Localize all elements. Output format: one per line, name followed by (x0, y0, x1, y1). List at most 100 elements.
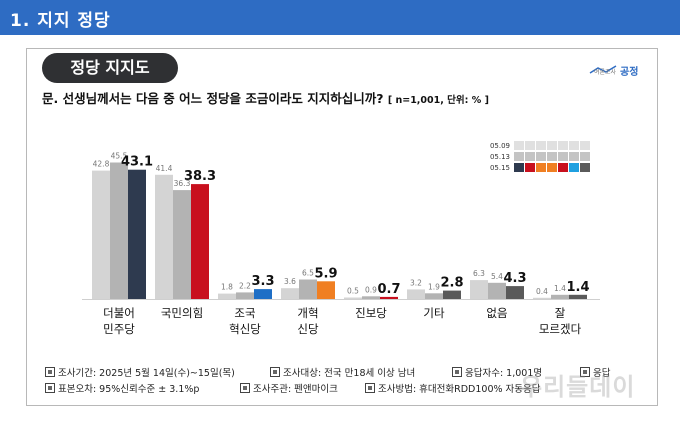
footer-extra: 응답 (580, 365, 610, 379)
bullet-icon (580, 367, 590, 377)
bar (92, 170, 110, 299)
legend-swatch (569, 141, 579, 150)
data-label: 2.2 (239, 281, 251, 290)
legend-label: 05.15 (490, 164, 510, 172)
bar (128, 169, 146, 299)
legend-swatch (547, 141, 557, 150)
bar (470, 280, 488, 299)
bar (110, 162, 128, 299)
logo-icon (589, 65, 617, 74)
bar (218, 293, 236, 299)
bar (425, 293, 443, 299)
footer-host: 조사주관: 펜앤마이크 (240, 381, 338, 395)
legend-swatch (558, 152, 568, 161)
data-label: 1.8 (221, 283, 233, 292)
data-label: 3.3 (251, 274, 274, 289)
data-label: 1.4 (554, 284, 566, 293)
bar (254, 289, 272, 299)
bar (155, 174, 173, 299)
legend-swatch (558, 141, 568, 150)
data-label: 3.6 (284, 277, 296, 286)
category-label: 없음 (486, 306, 507, 320)
legend-label: 05.13 (490, 153, 510, 161)
survey-question: 문. 선생님께서는 다음 중 어느 정당을 조금이라도 지지하십니까? [ n=… (42, 88, 489, 107)
bar (569, 294, 587, 299)
footer-method: 조사방법: 휴대전화RDD100% 자동응답 (365, 381, 541, 395)
bar (488, 282, 506, 299)
data-label: 42.8 (93, 160, 110, 169)
logo-caption: 여론조사 (594, 69, 617, 76)
logo-name: 공정 (620, 67, 639, 78)
legend-swatch (580, 152, 590, 161)
data-label: 1.4 (566, 280, 589, 295)
bullet-icon (45, 367, 55, 377)
bar (506, 286, 524, 299)
footer-respondents: 응답자수: 1,001명 (452, 365, 542, 379)
data-label: 1.9 (428, 282, 440, 291)
bar (407, 289, 425, 299)
data-label: 4.3 (503, 271, 526, 286)
category-label: 혁신당 (229, 322, 261, 336)
legend-swatch (514, 152, 524, 161)
category-label: 기타 (423, 306, 445, 320)
legend-swatch (525, 152, 535, 161)
section-header: 1. 지지 정당 (0, 0, 680, 35)
question-unit: [ n=1,001, 단위: % ] (387, 95, 489, 106)
footer-error: 표본오차: 95%신뢰수준 ± 3.1%p (45, 381, 199, 395)
bar (281, 288, 299, 299)
legend-swatch (558, 163, 568, 172)
data-label: 45.5 (111, 152, 128, 161)
footer-period: 조사기간: 2025년 5월 14일(수)~15일(목) (45, 365, 235, 379)
bullet-icon (240, 383, 250, 393)
data-label: 2.8 (440, 276, 463, 291)
category-label: 더불어 (103, 306, 135, 320)
bar (533, 297, 551, 299)
data-label: 0.7 (377, 282, 400, 297)
category-label: 국민의힘 (161, 306, 203, 320)
legend-swatch (514, 141, 524, 150)
legend-swatch (536, 141, 546, 150)
bar (236, 292, 254, 299)
bullet-icon (270, 367, 280, 377)
chart-title-badge: 정당 지지도 (42, 53, 178, 83)
bar (191, 184, 209, 299)
bar (344, 297, 362, 299)
legend-swatch (536, 152, 546, 161)
legend-swatch (514, 163, 524, 172)
legend-swatch (525, 163, 535, 172)
bullet-icon (45, 383, 55, 393)
category-label: 민주당 (103, 322, 135, 336)
bar (443, 290, 461, 299)
bar (362, 296, 380, 299)
data-label: 5.4 (491, 272, 503, 281)
bar (299, 279, 317, 299)
category-label: 신당 (297, 322, 319, 336)
data-label: 41.4 (156, 164, 173, 173)
footer-target: 조사대상: 전국 만18세 이상 남녀 (270, 365, 415, 379)
category-label: 개혁 (297, 306, 318, 320)
legend-swatch (569, 152, 579, 161)
category-label: 진보당 (355, 306, 387, 320)
category-label: 조국 (234, 306, 255, 320)
legend-swatch (547, 163, 557, 172)
bar (551, 294, 569, 299)
bullet-icon (452, 367, 462, 377)
category-label: 모르겠다 (539, 322, 582, 336)
legend-swatch (536, 163, 546, 172)
data-label: 36.3 (174, 179, 191, 188)
data-label: 0.9 (365, 285, 377, 294)
section-title: 1. 지지 정당 (10, 11, 111, 31)
question-text: 문. 선생님께서는 다음 중 어느 정당을 조금이라도 지지하십니까? (42, 91, 384, 106)
bar (173, 190, 191, 299)
data-label: 6.3 (473, 269, 485, 278)
legend-swatch (525, 141, 535, 150)
data-label: 3.2 (410, 278, 422, 287)
data-label: 43.1 (121, 155, 153, 170)
data-label: 38.3 (184, 169, 216, 184)
data-label: 0.4 (536, 287, 548, 296)
legend-swatch (569, 163, 579, 172)
legend-swatch (580, 141, 590, 150)
legend-label: 05.09 (490, 142, 510, 150)
legend-swatch (547, 152, 557, 161)
